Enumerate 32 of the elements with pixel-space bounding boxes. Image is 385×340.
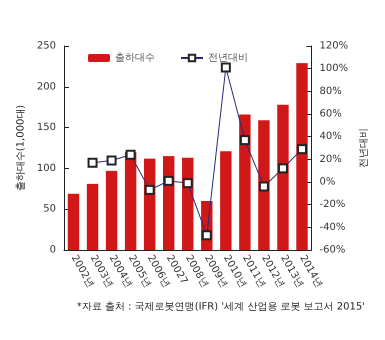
legend-label: 전년대비 <box>208 52 248 64</box>
y2-tick-label: -40% <box>320 222 346 233</box>
y-tick-label: 150 <box>36 122 56 134</box>
bar <box>106 170 118 250</box>
bar <box>220 151 232 250</box>
y2-tick-label: 120% <box>320 40 348 52</box>
y2-tick-label: 0% <box>320 176 336 188</box>
y-axis-title: 출하대수(1,000대) <box>16 104 26 192</box>
bar <box>86 184 98 250</box>
y2-tick-label: -20% <box>320 199 346 210</box>
legend-label: 출하대수 <box>115 52 155 64</box>
bar <box>258 120 270 250</box>
y-tick-label: 0 <box>50 244 56 256</box>
y2-tick-label: 20% <box>320 154 342 165</box>
bar <box>124 152 136 250</box>
bar <box>68 194 80 250</box>
y2-tick-label: 100% <box>320 63 348 74</box>
bar <box>144 158 156 250</box>
y-tick-label: 100 <box>36 162 56 174</box>
bar <box>277 104 289 250</box>
y2-tick-label: 40% <box>320 131 342 142</box>
y-tick-label: 200 <box>36 81 56 92</box>
y2-axis-title: 전년대비 <box>358 128 370 168</box>
bar <box>296 63 308 250</box>
y2-tick-label: 60% <box>320 108 342 120</box>
y2-tick-label: -60% <box>320 244 346 256</box>
y-tick-label: 250 <box>36 40 56 52</box>
y2-tick-label: 80% <box>320 86 342 97</box>
y-tick-label: 50 <box>43 204 56 215</box>
bar <box>239 114 251 250</box>
text: *자료 출처 : 국제로봇연맹(IFR) '세계 산업용 로봇 보고서 2015' <box>76 302 366 312</box>
bar <box>182 158 194 250</box>
